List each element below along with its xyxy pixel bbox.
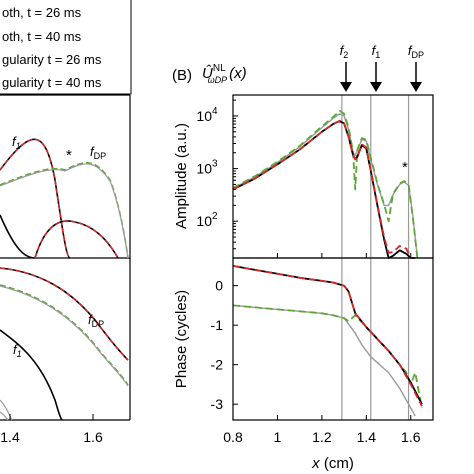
left-top-star-label: * bbox=[66, 147, 72, 164]
x-tick-label: 1.4 bbox=[357, 429, 377, 445]
left-x-tick-label: 1.6 bbox=[83, 429, 103, 445]
amplitude-plot-frame bbox=[232, 94, 434, 259]
series-line-green bbox=[232, 109, 419, 259]
phase-plot-frame bbox=[232, 257, 434, 421]
series-line-black bbox=[232, 120, 416, 259]
series-line-red bbox=[232, 119, 416, 259]
series-line-gray bbox=[232, 304, 416, 417]
left-top-curve-gray-1 bbox=[0, 163, 129, 259]
legend-item: oth, t = 26 ms bbox=[2, 5, 82, 20]
x-axis-label: x (cm) bbox=[311, 455, 354, 472]
marker-f2: f2 bbox=[340, 43, 352, 92]
legend-item: gularity t = 26 ms bbox=[2, 52, 102, 67]
legend-label: oth, t = 26 ms bbox=[2, 5, 82, 20]
left-top-f1-label: f1 bbox=[12, 134, 21, 151]
left-top-curve-red-2 bbox=[34, 220, 119, 259]
y-tick-label: 102 bbox=[196, 211, 218, 229]
amplitude-star-label: * bbox=[402, 159, 408, 176]
legend-item: oth, t = 40 ms bbox=[2, 29, 82, 44]
marker-f2-arrowhead bbox=[340, 82, 352, 92]
legend-box bbox=[0, 0, 132, 95]
series-line-black bbox=[232, 265, 423, 405]
phase-ylabel: Phase (cycles) bbox=[173, 290, 190, 388]
panel-label: (B) bbox=[172, 67, 192, 84]
left-bottom-curve-red bbox=[0, 267, 129, 361]
legend-label: gularity t = 26 ms bbox=[2, 52, 102, 67]
left-bottom-curve-gray bbox=[0, 285, 129, 387]
left-top-curve-green-1 bbox=[0, 162, 129, 259]
x-tick-label: 0.8 bbox=[223, 429, 243, 445]
left-bottom-curve-black-2 bbox=[0, 329, 63, 421]
legend-item: gularity t = 40 ms bbox=[2, 75, 102, 90]
y-tick-label: 0 bbox=[215, 278, 223, 294]
left-panel: oth, t = 26 ms oth, t = 40 ms gularity t… bbox=[0, 0, 132, 445]
y-tick-label: -3 bbox=[211, 396, 224, 412]
y-tick-label: 104 bbox=[196, 106, 218, 124]
left-bottom-curve-green bbox=[0, 284, 129, 386]
x-tick-label: 1 bbox=[274, 429, 282, 445]
left-top-curve-red bbox=[0, 138, 71, 259]
left-top-curve-black-2 bbox=[0, 214, 119, 259]
y-tick-label: -1 bbox=[211, 317, 224, 333]
legend-label: oth, t = 40 ms bbox=[2, 29, 82, 44]
marker-f1-arrowhead bbox=[370, 82, 382, 92]
marker-f1-label: f1 bbox=[372, 43, 381, 60]
left-bottom-fdp-label: fDP bbox=[88, 312, 104, 329]
y-tick-label: 103 bbox=[196, 159, 218, 177]
x-tick-label: 1.6 bbox=[401, 429, 421, 445]
marker-fdp: fDP bbox=[408, 43, 424, 92]
left-bottom-curve-gray-2 bbox=[0, 399, 13, 421]
amplitude-plot: 102 103 104 Amplitude (a.u.) * bbox=[173, 94, 434, 259]
marker-f1: f1 bbox=[370, 43, 382, 92]
panel-title: ÛNL ωDP (x) bbox=[202, 63, 247, 85]
x-tick-label: 1.2 bbox=[312, 429, 332, 445]
left-x-tick-label: 1.4 bbox=[0, 429, 20, 445]
series-line-green bbox=[232, 304, 423, 409]
left-top-fdp-label: fDP bbox=[90, 144, 106, 161]
amplitude-ylabel: Amplitude (a.u.) bbox=[173, 123, 190, 229]
y-tick-label: -2 bbox=[211, 357, 224, 373]
series-line-red bbox=[232, 265, 423, 407]
right-panel: (B) ÛNL ωDP (x) f2 f1 fDP 102 103 104 Amplit… bbox=[172, 43, 434, 472]
legend-label: gularity t = 40 ms bbox=[2, 75, 102, 90]
marker-fdp-arrowhead bbox=[410, 82, 422, 92]
phase-plot: 0 -1 -2 -3 Phase (cycles) bbox=[173, 257, 434, 421]
marker-f2-label: f2 bbox=[340, 43, 349, 60]
marker-fdp-label: fDP bbox=[408, 43, 424, 60]
left-bottom-f1-label: f1 bbox=[13, 342, 22, 359]
series-line-gray bbox=[232, 113, 419, 259]
